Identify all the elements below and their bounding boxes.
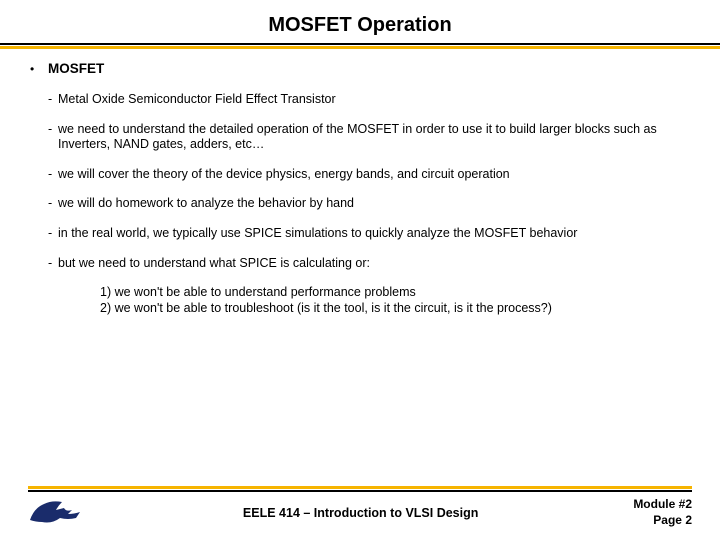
content-area: • MOSFET - Metal Oxide Semiconductor Fie… (0, 49, 720, 540)
bottom-divider-accent (28, 486, 692, 489)
footer-page-block: Module #2 Page 2 (633, 497, 692, 528)
section-heading: MOSFET (48, 61, 104, 78)
body-line: - we will cover the theory of the device… (48, 167, 690, 183)
footer-row: EELE 414 – Introduction to VLSI Design M… (0, 492, 720, 540)
body-text: we will cover the theory of the device p… (58, 167, 690, 183)
body-line: - we will do homework to analyze the beh… (48, 196, 690, 212)
bullet-marker: • (30, 61, 48, 78)
body-text: we need to understand the detailed opera… (58, 122, 690, 153)
body-line: - Metal Oxide Semiconductor Field Effect… (48, 92, 690, 108)
body-line: - we need to understand the detailed ope… (48, 122, 690, 153)
body-text: we will do homework to analyze the behav… (58, 196, 690, 212)
dash-marker: - (48, 196, 58, 212)
dash-marker: - (48, 256, 58, 272)
enum-line: 2) we won't be able to troubleshoot (is … (100, 301, 690, 317)
top-divider-black (0, 43, 720, 45)
dash-marker: - (48, 92, 58, 108)
dash-marker: - (48, 167, 58, 183)
body-text: in the real world, we typically use SPIC… (58, 226, 690, 242)
bullet-row: • MOSFET (30, 61, 690, 78)
dash-marker: - (48, 226, 58, 242)
body-line: - but we need to understand what SPICE i… (48, 256, 690, 272)
enum-line: 1) we won't be able to understand perfor… (100, 285, 690, 301)
logo (28, 498, 88, 528)
title-area: MOSFET Operation (0, 0, 720, 37)
enum-block: 1) we won't be able to understand perfor… (100, 285, 690, 316)
footer-course: EELE 414 – Introduction to VLSI Design (88, 506, 633, 520)
slide-title: MOSFET Operation (0, 14, 720, 37)
bobcat-logo-icon (28, 498, 82, 528)
body-text: Metal Oxide Semiconductor Field Effect T… (58, 92, 690, 108)
footer: EELE 414 – Introduction to VLSI Design M… (0, 486, 720, 540)
footer-module: Module #2 (633, 497, 692, 513)
body-line: - in the real world, we typically use SP… (48, 226, 690, 242)
footer-page: Page 2 (633, 513, 692, 529)
body-text: but we need to understand what SPICE is … (58, 256, 690, 272)
dash-marker: - (48, 122, 58, 153)
slide: MOSFET Operation • MOSFET - Metal Oxide … (0, 0, 720, 540)
